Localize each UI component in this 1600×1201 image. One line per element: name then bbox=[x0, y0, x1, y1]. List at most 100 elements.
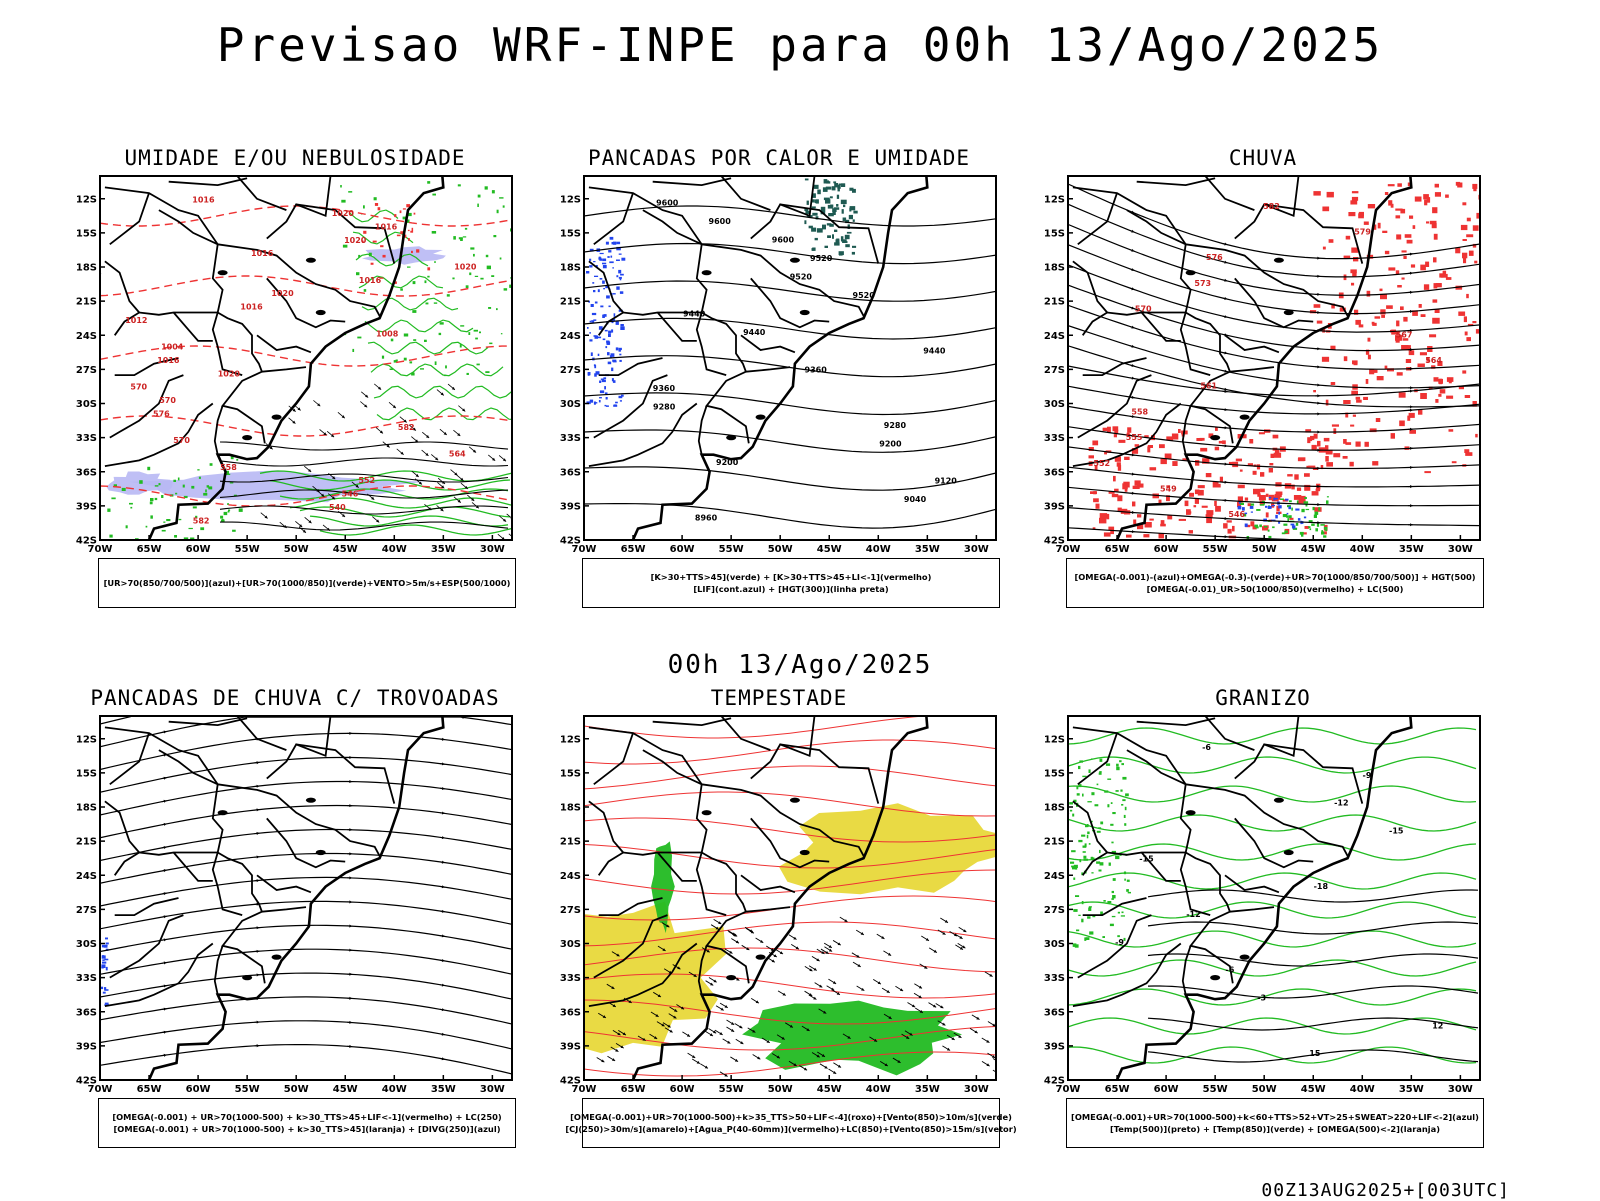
run-timestamp: 00Z13AUG2025+[003UTC] bbox=[1261, 1180, 1510, 1201]
lat-tick-label: 24S bbox=[560, 331, 581, 342]
trovoadas-borders bbox=[105, 716, 394, 1006]
granizo-fields bbox=[1068, 728, 1478, 1063]
lat-tick-label: 12S bbox=[560, 734, 581, 745]
contour-label: 582 bbox=[398, 423, 415, 432]
contour-label: 1020 bbox=[454, 263, 477, 272]
contour-label: 9600 bbox=[772, 235, 795, 244]
lon-tick-label: 40W bbox=[1350, 544, 1375, 555]
lon-tick-label: 35W bbox=[1399, 1084, 1424, 1095]
legend-line: [OMEGA(-0.001) + UR>70(1000-500) + k>30_… bbox=[114, 1123, 501, 1135]
map-chuva: 5825795765735705675645615585555525495461… bbox=[1028, 172, 1498, 558]
lat-tick-label: 24S bbox=[76, 871, 97, 882]
lon-tick-label: 65W bbox=[137, 1084, 162, 1095]
lon-tick-label: 70W bbox=[88, 1084, 113, 1095]
lat-tick-label: 30S bbox=[1044, 399, 1065, 410]
contour-label: 1012 bbox=[125, 316, 147, 325]
contour-label: 555 bbox=[1126, 433, 1143, 442]
lon-tick-label: 35W bbox=[915, 544, 940, 555]
lon-tick-label: 50W bbox=[284, 544, 309, 555]
lat-tick-label: 36S bbox=[560, 1007, 581, 1018]
lon-tick-label: 60W bbox=[186, 544, 211, 555]
contour-label: -12 bbox=[1334, 799, 1348, 808]
contour-label: -15 bbox=[1139, 854, 1154, 863]
lon-tick-label: 65W bbox=[137, 544, 162, 555]
lon-tick-label: 50W bbox=[768, 544, 793, 555]
contour-label: 9200 bbox=[879, 440, 902, 449]
lon-tick-label: 30W bbox=[964, 544, 989, 555]
lat-tick-label: 15S bbox=[560, 228, 581, 239]
lat-tick-label: 33S bbox=[1044, 973, 1065, 984]
panel-title: PANCADAS POR CALOR E UMIDADE bbox=[544, 146, 1014, 170]
contour-label: 1016 bbox=[359, 276, 382, 285]
contour-label: 9440 bbox=[743, 328, 766, 337]
lon-tick-label: 45W bbox=[1301, 544, 1326, 555]
lat-tick-label: 15S bbox=[1044, 768, 1065, 779]
lon-tick-label: 35W bbox=[431, 544, 456, 555]
lat-tick-label: 30S bbox=[1044, 939, 1065, 950]
contour-label: 12 bbox=[1432, 1021, 1443, 1030]
contour-label: 549 bbox=[1160, 485, 1177, 494]
lon-tick-label: 30W bbox=[480, 544, 505, 555]
legend-line: [LIF](cont.azul) + [HGT(300)](linha pret… bbox=[693, 583, 888, 595]
contour-label: 573 bbox=[1194, 279, 1211, 288]
lat-tick-label: 39S bbox=[76, 1041, 97, 1052]
pancadas-calor-contour-labels: 9600960096009520952095209440944094409360… bbox=[653, 198, 957, 522]
lat-tick-label: 21S bbox=[560, 837, 581, 848]
lat-tick-label: 24S bbox=[1044, 331, 1065, 342]
lat-tick-label: 27S bbox=[76, 905, 97, 916]
lat-tick-label: 12S bbox=[1044, 734, 1065, 745]
contour-label: 570 bbox=[173, 436, 190, 445]
lat-tick-label: 27S bbox=[560, 365, 581, 376]
lon-tick-label: 35W bbox=[915, 1084, 940, 1095]
contour-label: 570 bbox=[130, 383, 147, 392]
contour-label: 9440 bbox=[923, 347, 946, 356]
contour-label: 9600 bbox=[709, 217, 732, 226]
contour-label: -12 bbox=[1186, 910, 1200, 919]
lat-tick-label: 36S bbox=[1044, 1007, 1065, 1018]
lon-tick-label: 60W bbox=[670, 544, 695, 555]
legend-line: [OMEGA(-0.001)+UR>70(1000-500)+k<60+TTS>… bbox=[1071, 1111, 1479, 1123]
lat-tick-label: 27S bbox=[1044, 905, 1065, 916]
umidade-borders bbox=[105, 176, 394, 466]
lon-tick-label: 70W bbox=[1056, 1084, 1081, 1095]
legend-line: [OMEGA(-0.001)-(azul)+OMEGA(-0.3)-(verde… bbox=[1074, 571, 1475, 583]
lon-tick-label: 65W bbox=[621, 544, 646, 555]
lat-tick-label: 33S bbox=[560, 433, 581, 444]
contour-label: 1008 bbox=[376, 329, 399, 338]
lat-tick-label: 30S bbox=[560, 399, 581, 410]
contour-label: 1016 bbox=[251, 249, 274, 258]
lon-tick-label: 70W bbox=[572, 544, 597, 555]
panel-title: PANCADAS DE CHUVA C/ TROVOADAS bbox=[60, 686, 530, 710]
lon-tick-label: 70W bbox=[572, 1084, 597, 1095]
granizo-map-frame bbox=[1068, 716, 1480, 1080]
forecast-date: 00h 13/Ago/2025 bbox=[0, 650, 1600, 680]
contour-label: -18 bbox=[1314, 882, 1329, 891]
lat-tick-label: 27S bbox=[1044, 365, 1065, 376]
lon-tick-label: 55W bbox=[235, 544, 260, 555]
contour-label: 1016 bbox=[157, 356, 180, 365]
lat-tick-label: 12S bbox=[560, 194, 581, 205]
lon-tick-label: 70W bbox=[88, 544, 113, 555]
contour-label: 1004 bbox=[161, 343, 184, 352]
lat-tick-label: 15S bbox=[76, 228, 97, 239]
pancadas-calor-borders bbox=[589, 176, 878, 466]
trovoadas-fields bbox=[100, 716, 512, 1074]
lon-tick-label: 30W bbox=[964, 1084, 989, 1095]
lat-tick-label: 15S bbox=[76, 768, 97, 779]
lat-tick-label: 18S bbox=[76, 803, 97, 814]
legend-line: [OMEGA(-0.001) + UR>70(1000-500) + k>30_… bbox=[112, 1111, 501, 1123]
legend-line: [CJ(250)>30m/s](amarelo)+[Agua_P(40-60mm… bbox=[565, 1123, 1016, 1135]
lat-tick-label: 39S bbox=[76, 501, 97, 512]
lon-tick-label: 40W bbox=[866, 1084, 891, 1095]
contour-label: 9040 bbox=[904, 495, 927, 504]
lat-tick-label: 39S bbox=[560, 1041, 581, 1052]
contour-label: 579 bbox=[1354, 228, 1371, 237]
contour-label: 564 bbox=[1425, 356, 1442, 365]
contour-label: 1020 bbox=[218, 369, 241, 378]
contour-label: 582 bbox=[193, 516, 210, 525]
lat-tick-label: 12S bbox=[1044, 194, 1065, 205]
map-granizo: -6-9-12-15-15-18-12-9-6-3121512S15S18S21… bbox=[1028, 712, 1498, 1098]
lat-tick-label: 33S bbox=[76, 973, 97, 984]
